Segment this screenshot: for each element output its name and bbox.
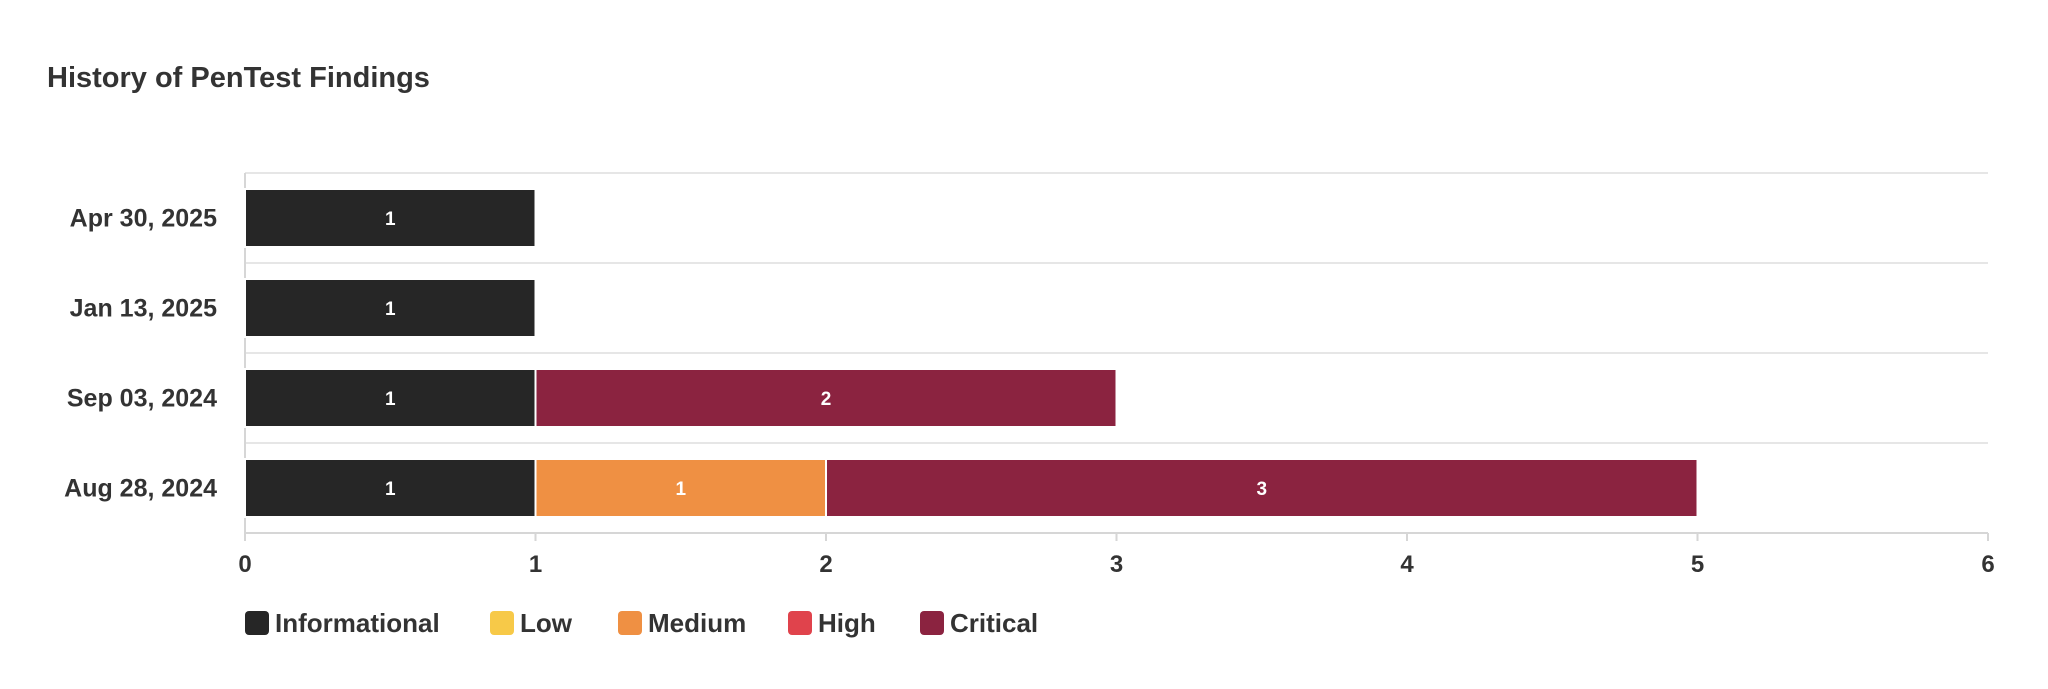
bar-segment-group: 1: [244, 458, 537, 518]
bar-segment: [244, 368, 537, 428]
bar-segment-group: 1: [244, 278, 537, 338]
x-tick-label: 6: [1981, 551, 1994, 578]
legend-swatch: [245, 611, 269, 635]
bar-data-label: 1: [385, 479, 396, 500]
bar-segment: [825, 458, 1699, 518]
bar-segment-group: 3: [825, 458, 1699, 518]
chart-title: History of PenTest Findings: [47, 62, 430, 94]
bar-data-label: 1: [385, 389, 396, 410]
legend-label: Medium: [648, 608, 746, 638]
legend-item: High: [788, 608, 876, 638]
bar-segment-group: 1: [244, 188, 537, 248]
bar-segment-group: 1: [244, 368, 537, 428]
x-tick-label: 1: [529, 551, 542, 578]
bar-segment: [244, 278, 537, 338]
x-tick-label: 0: [238, 551, 251, 578]
x-tick-label: 4: [1400, 551, 1414, 578]
y-category-label: Aug 28, 2024: [64, 475, 217, 503]
legend-swatch: [618, 611, 642, 635]
x-tick-label: 3: [1110, 551, 1123, 578]
legend-label: Critical: [950, 608, 1038, 638]
legend-swatch: [920, 611, 944, 635]
y-category-label: Apr 30, 2025: [70, 205, 217, 233]
legend-label: Low: [520, 608, 573, 638]
legend-label: High: [818, 608, 876, 638]
legend-item: Critical: [920, 608, 1038, 638]
bar-segment-group: 2: [534, 368, 1118, 428]
bar-data-label: 1: [675, 479, 686, 500]
bar-data-label: 1: [385, 299, 396, 320]
y-category-label: Jan 13, 2025: [70, 295, 217, 323]
bar-data-label: 1: [385, 209, 396, 230]
bar-segment-group: 1: [534, 458, 827, 518]
bar-segment: [244, 188, 537, 248]
x-tick-label: 5: [1691, 551, 1704, 578]
legend-item: Low: [490, 608, 573, 638]
legend-swatch: [490, 611, 514, 635]
legend-label: Informational: [275, 608, 440, 638]
bar-segment: [534, 458, 827, 518]
y-category-label: Sep 03, 2024: [67, 385, 217, 413]
bar-segment: [244, 458, 537, 518]
legend-swatch: [788, 611, 812, 635]
legend-item: Informational: [245, 608, 440, 638]
legend-item: Medium: [618, 608, 746, 638]
x-tick-label: 2: [819, 551, 832, 578]
bar-segment: [534, 368, 1118, 428]
bar-data-label: 2: [821, 389, 832, 410]
bar-data-label: 3: [1256, 479, 1267, 500]
